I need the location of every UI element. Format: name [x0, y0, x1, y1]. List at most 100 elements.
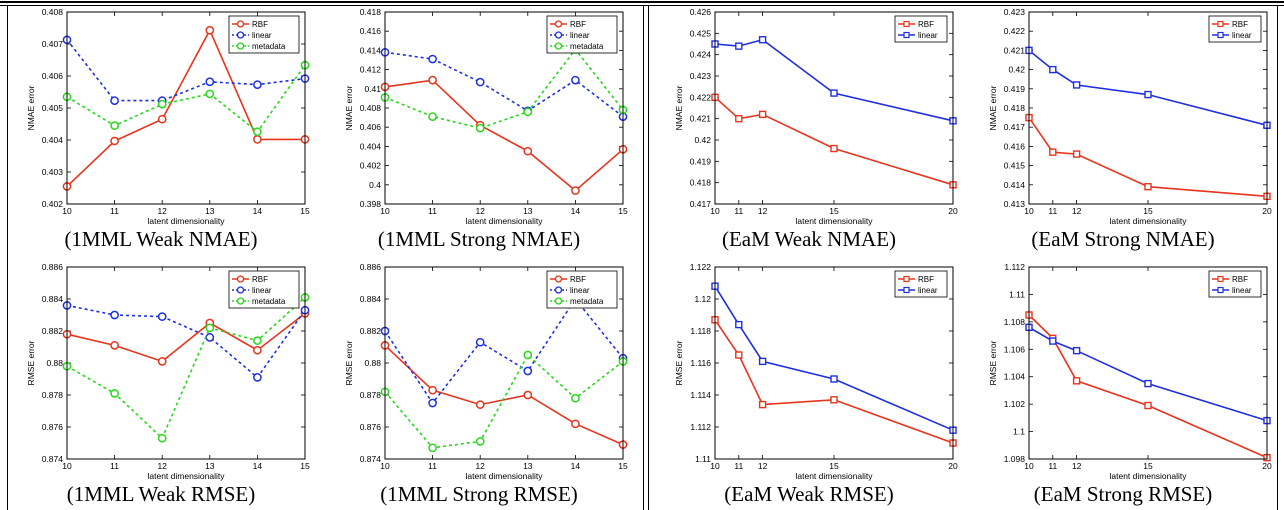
- legend-marker: [1217, 31, 1224, 39]
- x-tick-label: 15: [618, 461, 628, 471]
- x-axis-label: latent dimensionality: [795, 471, 873, 481]
- y-tick-label: 0.417: [690, 199, 712, 209]
- legend-marker: [554, 297, 563, 305]
- y-tick-label: 0.886: [42, 262, 64, 272]
- legend-label-RBF: RBF: [570, 20, 586, 29]
- y-axis-label: RMSE error: [26, 340, 36, 385]
- y-tick-label: 1.12: [694, 294, 711, 304]
- legend: RBF linear: [1208, 270, 1262, 298]
- x-axis-label: latent dimensionality: [1109, 471, 1187, 481]
- x-tick-label: 14: [253, 461, 263, 471]
- x-tick-label: 10: [62, 206, 72, 216]
- x-tick-label: 12: [758, 461, 768, 471]
- x-tick-label: 15: [1143, 206, 1153, 216]
- chart-caption: (1MML Strong NMAE): [377, 227, 581, 251]
- y-tick-label: 0.874: [360, 454, 382, 464]
- legend-label-linear: linear: [918, 286, 938, 295]
- y-tick-label: 0.882: [360, 326, 382, 336]
- chart-svg: 0.417 0.418 0.419 0.42 0.421 0.422 0.423 0.424 0…: [674, 7, 958, 226]
- y-tick-label: 0.88: [46, 358, 63, 368]
- x-tick-label: 13: [523, 206, 533, 216]
- legend-marker: [903, 275, 910, 283]
- data-point-linear: [475, 77, 485, 87]
- y-tick-label: 0.874: [42, 454, 64, 464]
- x-tick-label: 10: [380, 206, 390, 216]
- x-tick-label: 20: [1262, 206, 1272, 216]
- x-axis-label: latent dimensionality: [147, 216, 225, 226]
- data-point-RBF: [830, 396, 838, 404]
- legend-marker: [236, 297, 245, 305]
- series-line-metadata: [66, 64, 306, 133]
- y-tick-label: 0.42: [1008, 65, 1025, 75]
- y-tick-label: 0.424: [690, 50, 712, 60]
- legend-label-RBF: RBF: [1232, 275, 1248, 284]
- series-line-metadata: [384, 353, 624, 449]
- data-point-RBF: [735, 351, 743, 359]
- data-point-metadata: [523, 350, 533, 360]
- legend-marker: [1217, 286, 1224, 294]
- data-point-RBF: [253, 135, 262, 144]
- y-tick-label: 0.414: [360, 45, 382, 55]
- series-line-RBF: [66, 312, 306, 363]
- y-tick-label: 1.122: [690, 262, 712, 272]
- data-point-RBF: [1072, 150, 1081, 158]
- x-tick-label: 10: [710, 461, 720, 471]
- data-point-linear: [1072, 346, 1081, 355]
- legend-marker: [554, 286, 563, 294]
- y-tick-label: 0.416: [1004, 141, 1026, 151]
- legend: RBF linear: [1208, 15, 1262, 43]
- data-point-RBF: [571, 419, 580, 429]
- x-tick-label: 12: [1072, 461, 1082, 471]
- legend-label-RBF: RBF: [252, 275, 268, 284]
- data-point-RBF: [428, 385, 437, 395]
- legend: RBF linear metadata: [546, 270, 618, 309]
- legend-marker: [903, 31, 910, 39]
- x-tick-label: 11: [734, 206, 743, 216]
- data-point-RBF: [205, 25, 215, 35]
- legend-marker: [236, 42, 245, 50]
- y-tick-label: 0.425: [690, 28, 712, 38]
- series-line-linear: [714, 285, 954, 431]
- x-tick-label: 20: [948, 206, 958, 216]
- y-axis-label: NMAE error: [26, 85, 36, 130]
- data-point-RBF: [157, 357, 167, 366]
- data-point-RBF: [523, 390, 533, 400]
- data-point-linear: [1144, 379, 1152, 388]
- x-tick-label: 11: [1048, 461, 1057, 471]
- data-point-RBF: [1049, 148, 1057, 156]
- data-point-linear: [205, 77, 215, 87]
- legend-marker: [236, 286, 245, 294]
- chart-caption: (EaM Weak NMAE): [721, 227, 897, 251]
- left-border: [7, 6, 8, 510]
- data-point-linear: [253, 373, 262, 382]
- data-point-RBF: [758, 400, 767, 409]
- series-line-linear: [66, 304, 306, 379]
- plot-frame: [1028, 11, 1268, 205]
- y-tick-label: 1.11: [1009, 289, 1025, 299]
- x-tick-label: 11: [110, 461, 119, 471]
- data-point-linear: [523, 366, 533, 376]
- legend-label-linear: linear: [252, 31, 272, 40]
- x-tick-label: 10: [62, 461, 72, 471]
- legend-label-RBF: RBF: [570, 275, 586, 284]
- y-tick-label: 0.419: [690, 156, 712, 166]
- series-line-linear: [384, 51, 624, 118]
- y-axis-label: RMSE error: [988, 340, 998, 385]
- chart-svg: 0.413 0.414 0.415 0.416 0.417 0.418 0.419 0.42 0…: [988, 7, 1272, 226]
- data-point-RBF: [157, 114, 167, 124]
- y-tick-label: 0.405: [42, 103, 64, 113]
- series-line-metadata: [66, 296, 306, 440]
- x-tick-label: 10: [1024, 461, 1034, 471]
- legend-label-linear: linear: [570, 31, 590, 40]
- x-tick-label: 10: [1024, 206, 1034, 216]
- x-tick-label: 11: [428, 206, 437, 216]
- legend-label-RBF: RBF: [252, 20, 268, 29]
- y-tick-label: 0.421: [1004, 45, 1026, 55]
- x-tick-label: 11: [110, 206, 119, 216]
- legend-marker: [236, 275, 245, 283]
- data-point-RBF: [571, 186, 580, 195]
- chart-caption: (EaM Strong RMSE): [1033, 482, 1213, 506]
- x-tick-label: 13: [523, 461, 533, 471]
- data-point-metadata: [253, 127, 262, 137]
- data-point-RBF: [1144, 183, 1152, 191]
